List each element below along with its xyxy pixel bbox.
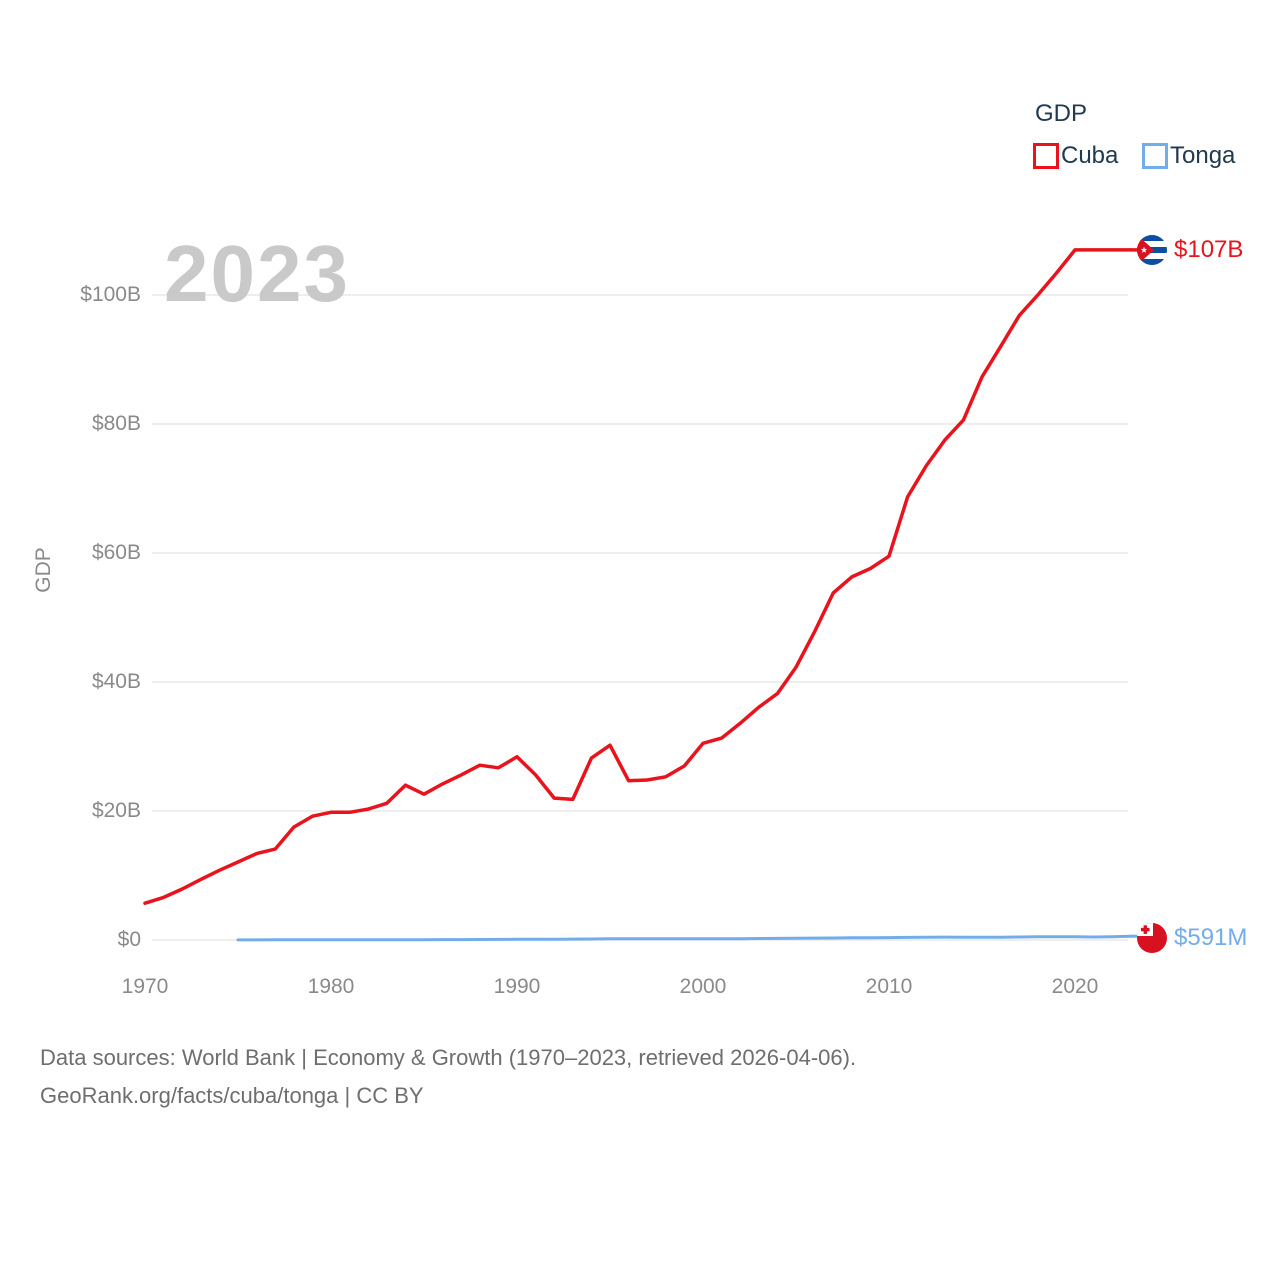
cuba-end-value-label: $107B <box>1174 236 1244 263</box>
watermark-year: 2023 <box>164 229 350 318</box>
cuba-flag-icon <box>1137 235 1167 265</box>
legend-label-tonga: Tonga <box>1170 142 1236 169</box>
tonga-end-value-label: $591M <box>1174 924 1248 951</box>
x-tick-2010: 2010 <box>865 975 913 998</box>
y-tick-40b: $40B <box>91 670 141 693</box>
cuba-legend-swatch-icon <box>1033 143 1059 169</box>
footer-data-sources: Data sources: World Bank | Economy & Gro… <box>40 1045 857 1070</box>
x-tick-1990: 1990 <box>493 975 541 998</box>
y-tick-20b: $20B <box>91 799 141 822</box>
y-tick-80b: $80B <box>91 412 141 435</box>
tonga-flag-icon <box>1137 923 1167 953</box>
x-tick-1980: 1980 <box>307 975 355 998</box>
y-tick-60b: $60B <box>91 541 141 564</box>
legend-title: GDP <box>1035 100 1088 127</box>
tonga-legend-swatch-icon <box>1142 143 1168 169</box>
x-tick-2000: 2000 <box>679 975 727 998</box>
legend-label-cuba: Cuba <box>1061 142 1119 169</box>
y-tick-0: $0 <box>117 928 141 951</box>
legend-item-cuba[interactable]: Cuba <box>1033 143 1118 169</box>
legend-item-tonga[interactable]: Tonga <box>1142 143 1235 169</box>
footer-attribution-link: GeoRank.org/facts/cuba/tonga | CC BY <box>40 1083 424 1108</box>
y-tick-100b: $100B <box>80 283 141 306</box>
x-tick-1970: 1970 <box>121 975 169 998</box>
x-tick-2020: 2020 <box>1051 975 1099 998</box>
